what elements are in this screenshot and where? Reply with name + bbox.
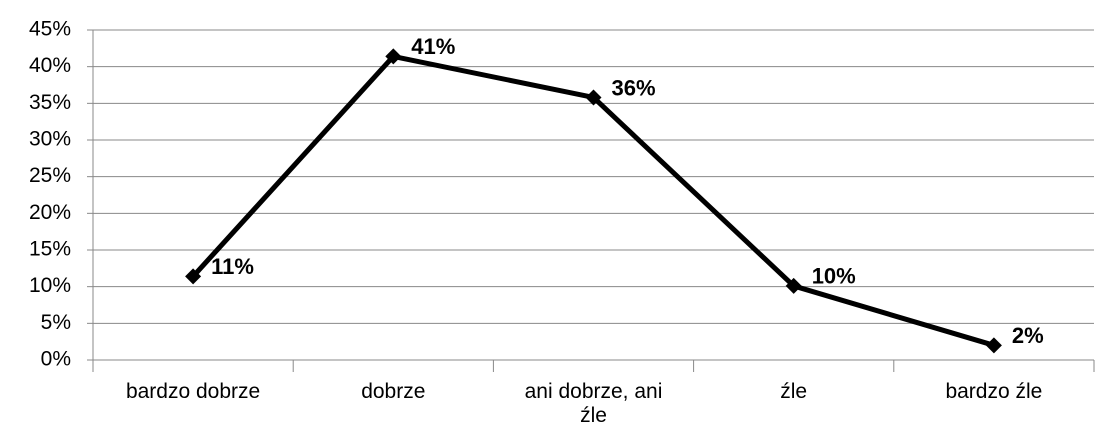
x-tick-label: bardzo źle	[945, 380, 1043, 403]
marker	[785, 277, 802, 294]
data-label: 2%	[1012, 323, 1044, 348]
x-tick-label: źle	[780, 380, 808, 403]
y-tick-label: 15%	[29, 238, 71, 261]
data-label: 41%	[411, 34, 455, 59]
data-label: 36%	[612, 75, 656, 100]
marker	[985, 337, 1002, 354]
y-tick-label: 45%	[29, 18, 71, 41]
y-tick-label: 10%	[29, 274, 71, 297]
marker	[385, 48, 402, 65]
x-tick-label: dobrze	[361, 380, 426, 403]
y-tick-label: 20%	[29, 201, 71, 224]
marker	[585, 89, 602, 106]
x-tick-label: ani dobrze, ani źle	[524, 380, 663, 427]
y-tick-label: 30%	[29, 128, 71, 151]
y-tick-label: 40%	[29, 54, 71, 77]
marker	[185, 268, 202, 285]
x-tick-label: bardzo dobrze	[125, 380, 261, 403]
data-label: 10%	[812, 264, 856, 289]
y-tick-label: 35%	[29, 91, 71, 114]
y-tick-label: 5%	[41, 311, 71, 334]
y-tick-label: 0%	[41, 348, 71, 371]
y-tick-label: 25%	[29, 164, 71, 187]
data-label: 11%	[211, 254, 254, 279]
